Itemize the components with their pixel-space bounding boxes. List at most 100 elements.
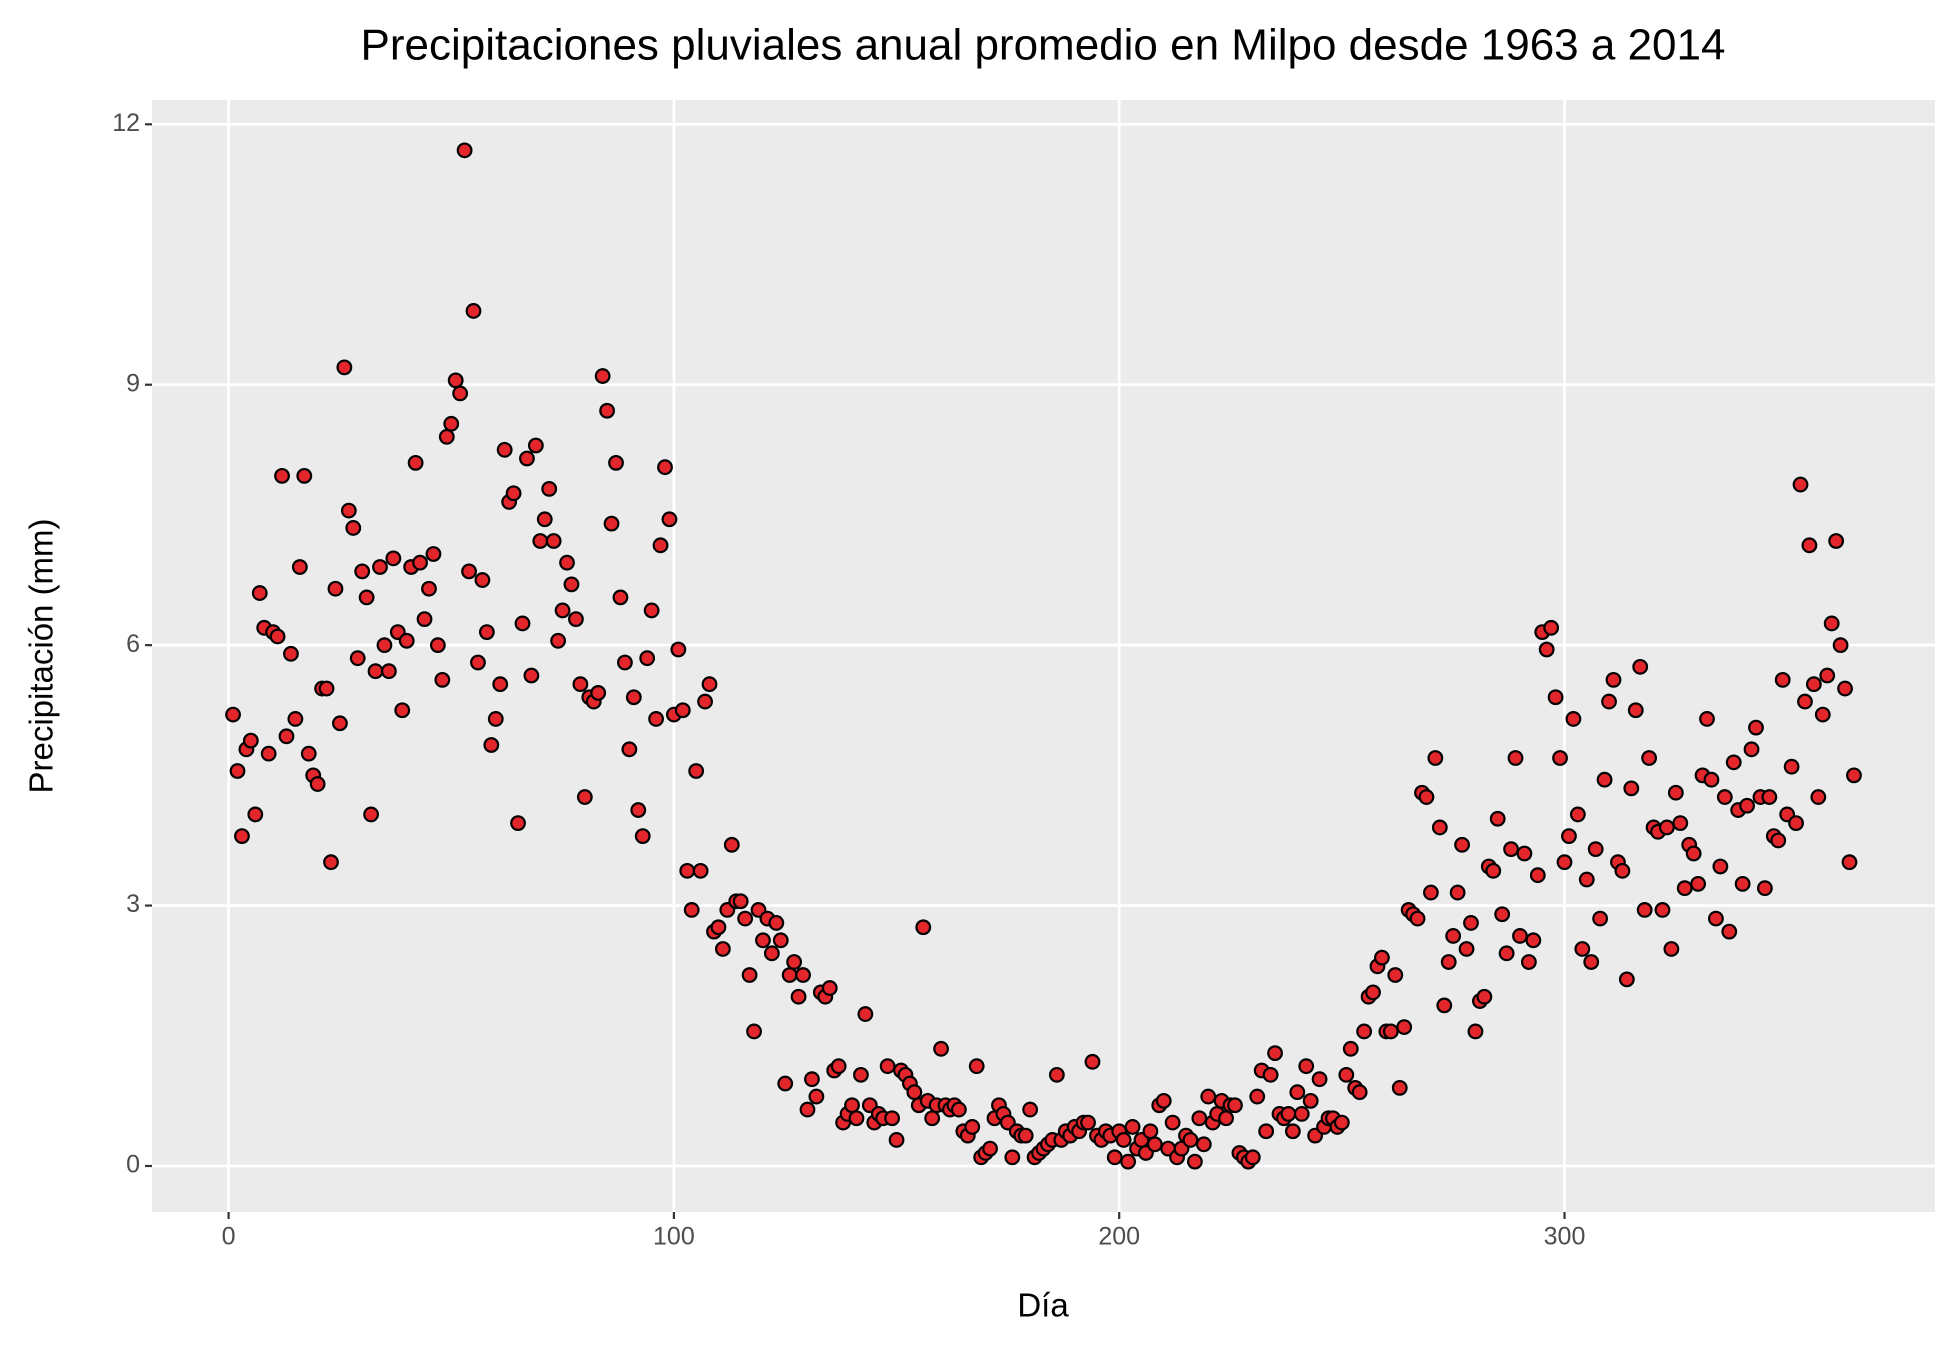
point xyxy=(1734,875,1751,892)
point xyxy=(808,1088,825,1105)
point xyxy=(670,641,687,658)
point xyxy=(1423,884,1439,901)
point xyxy=(1805,676,1822,693)
point xyxy=(1115,1132,1132,1148)
point xyxy=(1311,1071,1328,1088)
point xyxy=(1004,1149,1021,1166)
x-tick-label: 0 xyxy=(222,1223,236,1251)
point xyxy=(229,763,246,779)
point xyxy=(630,802,647,818)
point xyxy=(1191,1110,1208,1127)
point xyxy=(1338,1066,1355,1083)
point xyxy=(1569,806,1586,823)
point xyxy=(372,559,388,575)
point xyxy=(1792,476,1809,493)
point xyxy=(1084,1053,1101,1070)
point xyxy=(1120,1153,1137,1170)
point xyxy=(1458,941,1475,957)
point xyxy=(790,988,807,1005)
point xyxy=(1583,954,1600,970)
point xyxy=(1547,689,1564,706)
point xyxy=(1797,693,1813,710)
point xyxy=(1351,1084,1368,1101)
point xyxy=(260,745,277,762)
point xyxy=(1516,845,1533,862)
point xyxy=(1418,789,1435,805)
point xyxy=(1761,789,1778,805)
point xyxy=(1841,854,1858,871)
point xyxy=(679,862,696,879)
point xyxy=(358,589,375,606)
point xyxy=(741,967,758,983)
point xyxy=(483,737,500,753)
x-axis-title: Día xyxy=(1017,1287,1069,1324)
point xyxy=(1685,845,1702,862)
point xyxy=(1164,1114,1181,1131)
point xyxy=(287,711,304,727)
point xyxy=(1743,741,1760,758)
point xyxy=(1663,941,1680,957)
y-tick-label: 0 xyxy=(126,1151,140,1179)
point xyxy=(1699,711,1715,727)
point xyxy=(617,654,633,671)
point xyxy=(1659,819,1675,836)
point xyxy=(1636,902,1653,918)
point xyxy=(830,1058,847,1075)
point xyxy=(398,632,415,649)
point xyxy=(1672,815,1689,832)
chart-title: Precipitaciones pluviales anual promedio… xyxy=(361,21,1726,70)
point xyxy=(474,572,491,588)
point xyxy=(527,437,544,454)
point xyxy=(407,454,424,471)
point xyxy=(421,580,437,597)
point xyxy=(447,372,464,389)
point xyxy=(1507,750,1524,766)
point xyxy=(1748,719,1764,736)
point xyxy=(296,467,313,484)
point xyxy=(340,502,357,519)
point xyxy=(1574,941,1591,957)
point xyxy=(1342,1040,1359,1057)
point xyxy=(688,763,705,779)
point xyxy=(1463,915,1479,931)
point xyxy=(1155,1092,1172,1109)
point xyxy=(1739,797,1755,814)
point xyxy=(283,645,299,662)
point xyxy=(1592,910,1609,927)
point xyxy=(443,415,460,432)
point xyxy=(376,637,393,654)
point xyxy=(425,546,442,562)
point xyxy=(291,559,308,575)
point xyxy=(532,533,549,549)
point xyxy=(608,454,624,471)
point xyxy=(1578,871,1595,888)
point xyxy=(1262,1066,1279,1083)
point xyxy=(363,806,379,823)
point xyxy=(1106,1149,1123,1166)
point xyxy=(692,862,709,879)
point xyxy=(523,667,540,684)
point xyxy=(1454,836,1470,853)
point xyxy=(572,676,589,693)
point xyxy=(1187,1153,1203,1170)
point xyxy=(1142,1123,1159,1140)
point xyxy=(657,459,673,476)
point xyxy=(1605,671,1622,688)
point xyxy=(590,684,607,701)
point xyxy=(906,1084,923,1101)
point xyxy=(1756,880,1773,897)
point xyxy=(496,441,513,458)
point xyxy=(478,624,495,641)
point xyxy=(1258,1123,1275,1140)
point xyxy=(274,467,290,484)
point xyxy=(416,611,433,628)
point xyxy=(857,1006,874,1022)
point xyxy=(1182,1132,1199,1148)
point xyxy=(438,428,455,445)
point xyxy=(318,680,335,697)
point xyxy=(492,676,509,693)
point xyxy=(1565,711,1582,727)
point xyxy=(1048,1066,1065,1083)
point xyxy=(1476,988,1493,1005)
